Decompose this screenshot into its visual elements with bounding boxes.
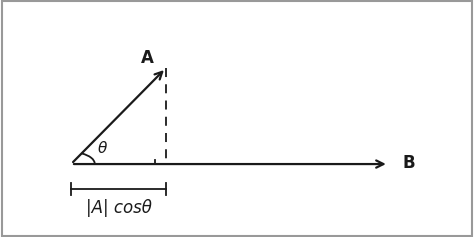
Text: Dot Product Of Vectors: Dot Product Of Vectors — [120, 14, 354, 32]
Text: A: A — [140, 50, 154, 68]
Text: B: B — [403, 154, 416, 172]
Text: |A| cosθ: |A| cosθ — [86, 199, 151, 217]
Text: θ: θ — [97, 141, 107, 156]
